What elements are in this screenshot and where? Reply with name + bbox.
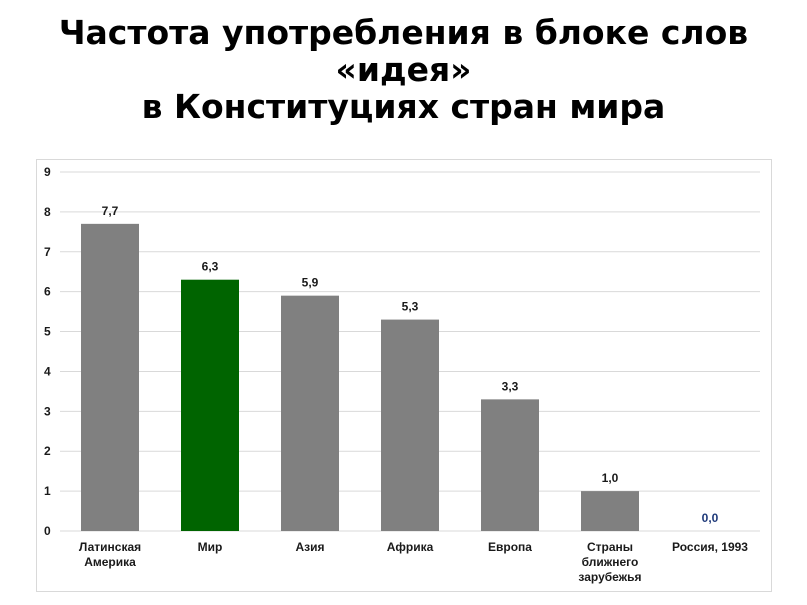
- y-tick-label: 3: [44, 404, 51, 418]
- y-tick-label: 5: [44, 325, 51, 339]
- chart-frame: [36, 159, 772, 592]
- data-label: 1,0: [602, 471, 619, 485]
- category-label: Россия, 1993: [672, 540, 748, 554]
- y-tick-label: 1: [44, 484, 51, 498]
- data-label: 6,3: [202, 260, 219, 274]
- data-labels: 7,7 6,3 5,9 5,3 3,3 1,0 0,0: [102, 204, 719, 525]
- category-label: Америка: [84, 555, 136, 569]
- category-label: зарубежья: [578, 570, 641, 584]
- data-label: 7,7: [102, 204, 119, 218]
- y-tick-label: 4: [44, 364, 51, 378]
- bar: [81, 223, 139, 531]
- category-label: Азия: [295, 540, 324, 554]
- bar: [581, 491, 639, 531]
- chart-title-line-2: «идея»: [335, 50, 472, 89]
- category-label: Латинская: [79, 540, 141, 554]
- category-label: Страны: [587, 540, 633, 554]
- y-axis-ticks: 0 1 2 3 4 5 6 7 8 9: [44, 165, 51, 538]
- category-label: Мир: [198, 540, 223, 554]
- bar: [481, 399, 539, 531]
- category-label: ближнего: [582, 555, 639, 569]
- bar: [381, 319, 439, 531]
- y-tick-label: 7: [44, 245, 51, 259]
- y-tick-label: 8: [44, 205, 51, 219]
- data-label: 5,3: [402, 300, 419, 314]
- y-tick-label: 0: [44, 524, 51, 538]
- data-label: 3,3: [502, 379, 519, 393]
- bars: [81, 223, 639, 531]
- chart-title-line-3: в Конституциях стран мира: [141, 87, 666, 126]
- data-label: 5,9: [302, 276, 319, 290]
- y-tick-label: 6: [44, 285, 51, 299]
- category-label: Африка: [387, 540, 434, 554]
- chart-title: Частота употребления в блоке слов «идея»…: [0, 14, 807, 125]
- bar: [281, 295, 339, 531]
- bar: [181, 279, 239, 531]
- data-label: 0,0: [702, 511, 719, 525]
- y-tick-label: 2: [44, 444, 51, 458]
- category-label: Европа: [488, 540, 532, 554]
- y-tick-label: 9: [44, 165, 51, 179]
- chart-title-line-1: Частота употребления в блоке слов: [58, 13, 749, 52]
